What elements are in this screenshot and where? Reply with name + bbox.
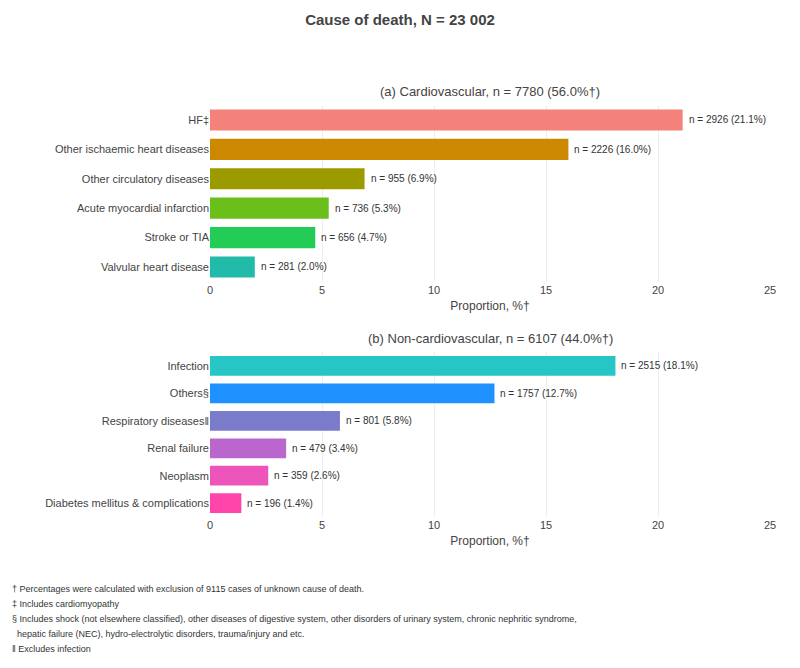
svg-text:Respiratory diseases‖: Respiratory diseases‖ [102,415,209,427]
svg-text:Acute myocardial infarction: Acute myocardial infarction [77,202,209,214]
svg-text:10: 10 [428,284,440,296]
svg-text:n = 2515 (18.1%): n = 2515 (18.1%) [621,360,698,371]
svg-text:n = 281 (2.0%): n = 281 (2.0%) [261,261,327,272]
svg-text:Proportion, %†: Proportion, %† [450,534,529,548]
svg-text:Infection: Infection [167,360,209,372]
svg-text:Cause of death, N = 23 002: Cause of death, N = 23 002 [305,11,495,28]
svg-text:HF‡: HF‡ [188,114,209,126]
svg-text:Other circulatory diseases: Other circulatory diseases [82,173,210,185]
svg-text:20: 20 [652,284,664,296]
svg-text:Neoplasm: Neoplasm [159,470,209,482]
svg-text:20: 20 [652,519,664,531]
svg-text:Proportion, %†: Proportion, %† [450,299,529,313]
svg-text:25: 25 [764,284,776,296]
svg-text:Valvular heart disease: Valvular heart disease [101,261,209,273]
svg-text:0: 0 [207,519,213,531]
svg-text:n = 479 (3.4%): n = 479 (3.4%) [292,443,358,454]
svg-text:n = 736 (5.3%): n = 736 (5.3%) [335,203,401,214]
svg-text:5: 5 [319,519,325,531]
svg-text:n = 2226 (16.0%): n = 2226 (16.0%) [574,144,651,155]
svg-text:n = 359 (2.6%): n = 359 (2.6%) [274,470,340,481]
svg-text:n = 656 (4.7%): n = 656 (4.7%) [321,232,387,243]
svg-text:‖ Excludes infection: ‖ Excludes infection [12,644,91,654]
svg-text:Renal failure: Renal failure [147,442,209,454]
svg-text:n = 955 (6.9%): n = 955 (6.9%) [371,173,437,184]
svg-text:(a) Cardiovascular, n = 7780 (: (a) Cardiovascular, n = 7780 (56.0%†) [380,84,600,99]
svg-text:n = 1757 (12.7%): n = 1757 (12.7%) [500,388,577,399]
svg-text:n = 196 (1.4%): n = 196 (1.4%) [247,498,313,509]
svg-text:† Percentages were calculated: † Percentages were calculated with exclu… [12,584,364,594]
svg-text:0: 0 [207,284,213,296]
svg-text:‡ Includes cardiomyopathy: ‡ Includes cardiomyopathy [12,599,120,609]
svg-text:Other ischaemic heart diseases: Other ischaemic heart diseases [55,143,210,155]
svg-text:n = 2926 (21.1%): n = 2926 (21.1%) [689,114,766,125]
svg-text:Others§: Others§ [170,387,209,399]
svg-text:15: 15 [540,519,552,531]
svg-text:15: 15 [540,284,552,296]
svg-text:n = 801 (5.8%): n = 801 (5.8%) [346,415,412,426]
svg-text:hepatic failure (NEC), hydro-e: hepatic failure (NEC), hydro-electrolyti… [12,629,305,639]
svg-text:25: 25 [764,519,776,531]
svg-text:(b) Non-cardiovascular, n = 61: (b) Non-cardiovascular, n = 6107 (44.0%†… [368,331,613,346]
svg-text:Stroke or TIA: Stroke or TIA [144,231,209,243]
svg-text:10: 10 [428,519,440,531]
svg-text:5: 5 [319,284,325,296]
svg-text:Diabetes mellitus & complicati: Diabetes mellitus & complications [45,497,209,509]
svg-text:§ Includes shock (not elsewher: § Includes shock (not elsewhere classifi… [12,614,577,624]
